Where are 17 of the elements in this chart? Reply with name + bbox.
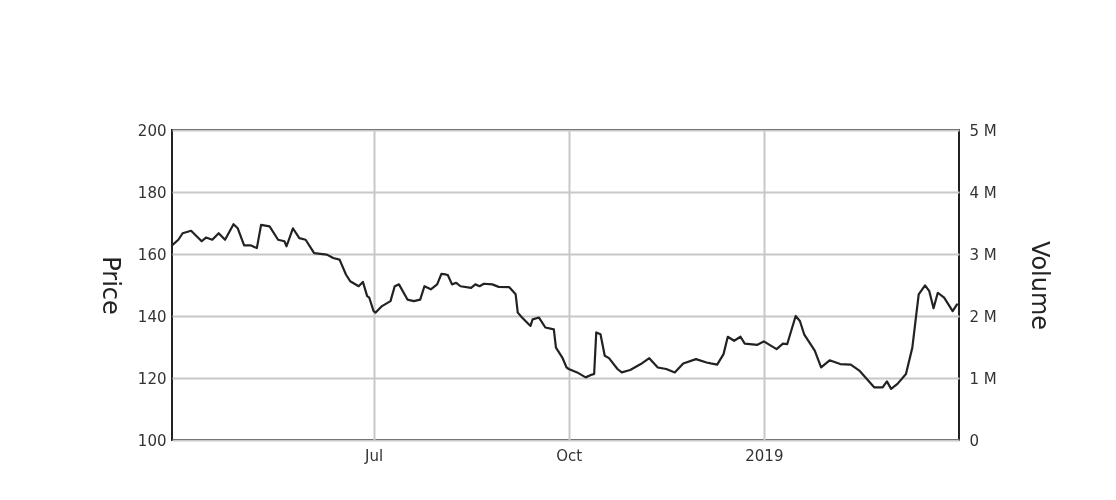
y2-tick-label: 4 M	[969, 183, 997, 202]
y-tick-label: 180	[137, 183, 167, 202]
x-tick-label: Oct	[556, 446, 583, 465]
y2-tick-label: 1 M	[969, 369, 997, 388]
y2-tick-label: 5 M	[969, 121, 997, 140]
y-tick-label: 100	[137, 431, 167, 450]
y-tick-label: 120	[137, 369, 167, 388]
y2-axis-title: Volume	[1025, 240, 1054, 331]
y-tick-label: 160	[137, 245, 167, 264]
x-tick-label: Jul	[363, 446, 384, 465]
y2-tick-label: 0	[969, 431, 980, 450]
x-tick-label: 2019	[745, 446, 784, 465]
y-tick-label: 140	[137, 307, 167, 326]
y2-tick-label: 3 M	[969, 245, 997, 264]
y2-tick-label: 2 M	[969, 307, 997, 326]
y-tick-label: 200	[137, 121, 167, 140]
y-axis-title: Price	[96, 256, 125, 315]
